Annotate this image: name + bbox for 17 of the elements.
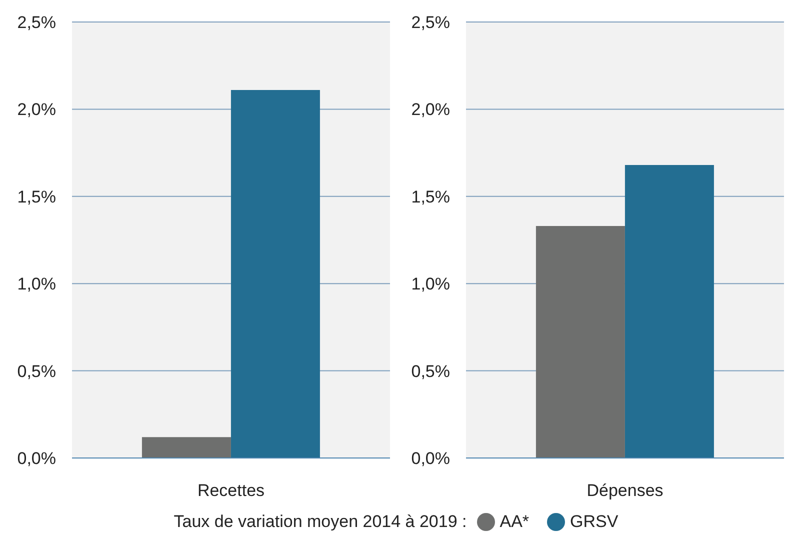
x-tick-label: Recettes <box>197 481 265 500</box>
x-tick-label: Dépenses <box>586 481 664 500</box>
y-tick-label: 0,0% <box>17 449 56 468</box>
y-tick-label: 2,0% <box>411 100 450 120</box>
y-tick-label: 2,0% <box>17 100 56 120</box>
y-tick-label: 0,5% <box>17 362 56 381</box>
y-tick-label: 1,5% <box>17 187 56 206</box>
y-tick-label: 1,0% <box>411 274 450 294</box>
y-tick-label: 0,5% <box>411 362 450 381</box>
legend-label: AA* <box>500 512 530 532</box>
y-tick-label: 0,0% <box>411 449 450 468</box>
legend-label: GRSV <box>570 512 618 532</box>
y-tick-label: 1,5% <box>411 187 450 206</box>
y-tick-label: 1,0% <box>17 274 56 294</box>
legend-title: Taux de variation moyen 2014 à 2019 : <box>174 512 467 532</box>
y-tick-label: 2,5% <box>17 13 56 32</box>
y-tick-label: 2,5% <box>411 13 450 32</box>
